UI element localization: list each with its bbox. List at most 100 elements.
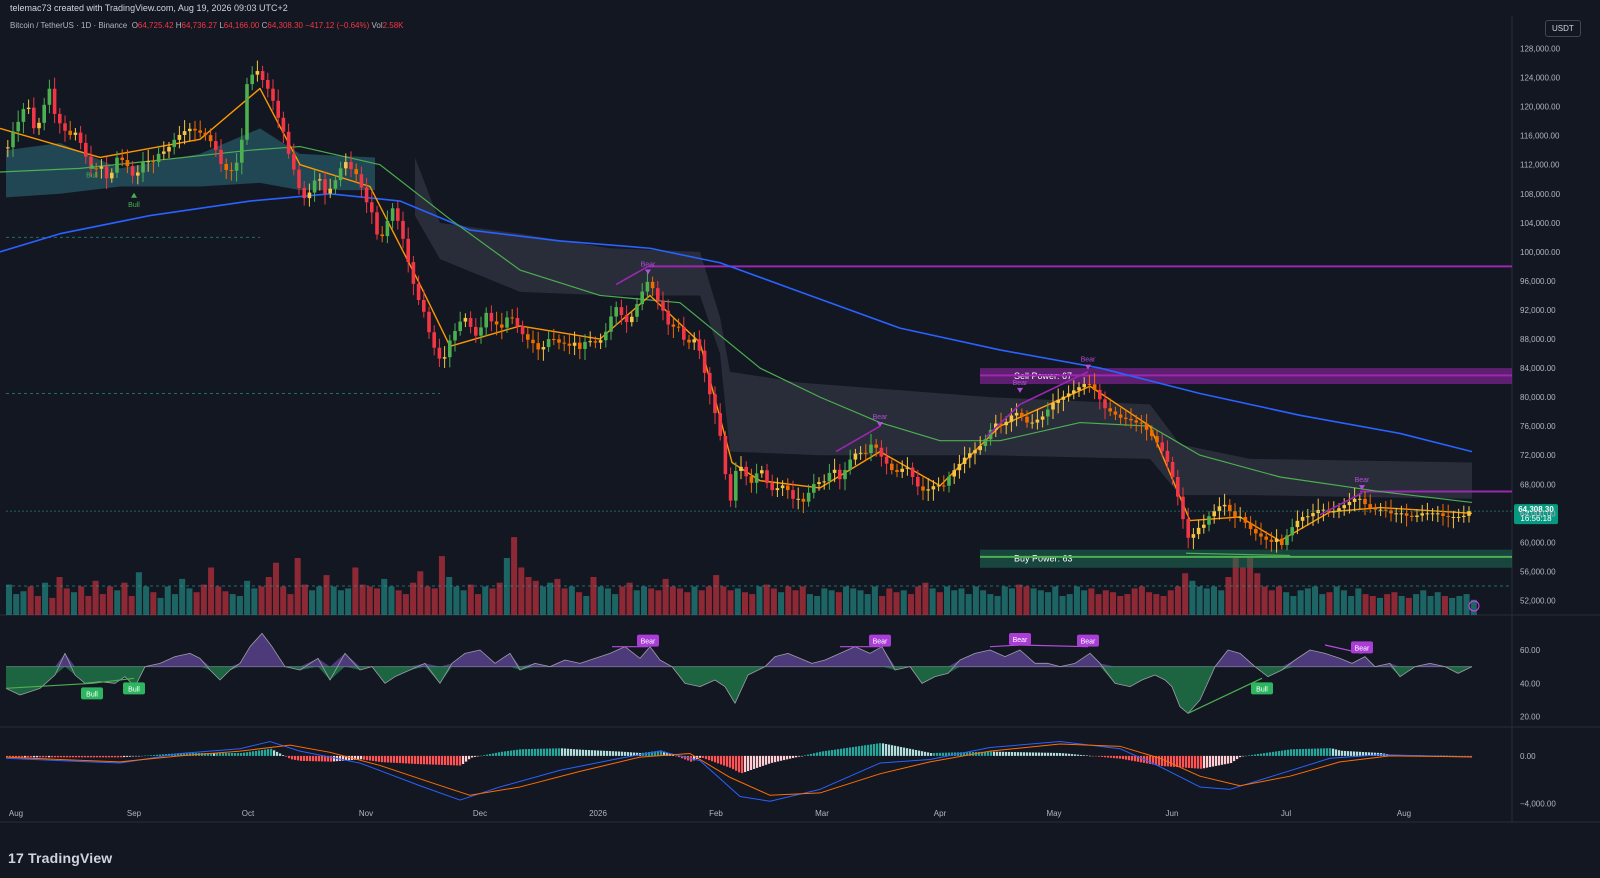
candle-body	[988, 429, 993, 440]
macd-histogram-bar	[810, 753, 813, 756]
volume-bar	[547, 582, 554, 615]
macd-histogram-bar	[216, 753, 219, 756]
volume-bar	[691, 586, 698, 615]
candle-body	[344, 162, 348, 169]
candle-body	[1358, 498, 1362, 500]
macd-histogram-bar	[981, 751, 984, 756]
candle-body	[390, 208, 395, 221]
volume-bar	[951, 590, 958, 615]
rsi-bull-divergence	[5, 682, 93, 689]
candle-body	[656, 288, 660, 301]
price-tick-label: 96,000.00	[1520, 277, 1556, 286]
volume-bar	[272, 562, 279, 615]
volume-bar	[431, 588, 438, 615]
macd-histogram-bar	[681, 755, 684, 759]
macd-histogram-bar	[1305, 748, 1308, 756]
macd-histogram-bar	[651, 751, 654, 756]
candle-body	[749, 476, 754, 483]
macd-histogram-bar	[384, 755, 387, 763]
macd-histogram-bar	[1455, 755, 1458, 757]
volume-bar	[886, 588, 893, 615]
macd-histogram-bar	[567, 748, 570, 756]
candle-body	[1378, 509, 1383, 511]
macd-histogram-bar	[363, 755, 366, 760]
macd-histogram-bar	[825, 750, 828, 756]
macd-histogram-bar	[1464, 755, 1467, 757]
candle-body	[21, 109, 26, 122]
candle-body	[1098, 389, 1102, 400]
candle-body	[162, 151, 166, 154]
candle-body	[1103, 399, 1107, 409]
macd-histogram-bar	[360, 755, 363, 760]
macd-histogram-bar	[516, 749, 519, 756]
candle-body	[546, 339, 551, 348]
macd-histogram-bar	[342, 755, 345, 761]
macd-histogram-bar	[984, 751, 987, 756]
bear-signal-badge	[1009, 633, 1031, 645]
candle-body	[1066, 393, 1071, 397]
volume-bar	[301, 584, 308, 615]
candle-layer	[6, 60, 1471, 553]
candle-body	[650, 281, 655, 289]
candle-body	[973, 450, 977, 454]
price-tick-label: 92,000.00	[1520, 306, 1556, 315]
candle-body	[1113, 411, 1118, 415]
candle-body	[1425, 513, 1430, 515]
candle-body	[292, 153, 296, 170]
volume-bar	[1182, 573, 1189, 615]
candle-body	[796, 498, 800, 500]
candle-body	[1420, 513, 1424, 516]
macd-histogram-bar	[675, 755, 678, 757]
candle-body	[812, 484, 816, 493]
volume-bar	[503, 558, 510, 615]
candle-body	[520, 325, 525, 335]
volume-bar	[576, 592, 583, 615]
tradingview-logo[interactable]: 17 TradingView	[8, 850, 112, 866]
volume-bar	[518, 567, 525, 615]
bear-signal-badge	[637, 634, 659, 647]
currency-button[interactable]: USDT	[1545, 20, 1581, 37]
volume-bar	[359, 584, 366, 615]
volume-bar	[633, 590, 640, 615]
volume-bar	[1247, 558, 1254, 615]
candle-body	[1311, 513, 1315, 517]
volume-bar	[258, 586, 265, 615]
candle-body	[526, 334, 530, 340]
macd-histogram-bar	[999, 751, 1002, 756]
bear-signal-label: Bear	[873, 414, 888, 421]
macd-histogram-bar	[609, 751, 612, 756]
candle-body	[1087, 384, 1092, 386]
volume-bar	[1261, 586, 1268, 615]
candle-body	[208, 135, 213, 142]
volume-bar	[554, 578, 561, 615]
rsi-overbought-fill	[6, 633, 1472, 667]
volume-bar	[727, 590, 734, 615]
candle-body	[442, 357, 447, 359]
candle-body	[89, 156, 93, 169]
candle-body	[531, 339, 535, 344]
macd-histogram-bar	[285, 755, 288, 757]
candle-body	[396, 208, 400, 221]
candle-body	[1254, 529, 1258, 534]
macd-histogram-bar	[42, 755, 45, 758]
macd-histogram-bar	[375, 755, 378, 762]
macd-histogram-bar	[1068, 753, 1071, 756]
candle-body	[770, 483, 774, 491]
volume-bar	[1117, 596, 1124, 615]
volume-bar	[619, 586, 626, 615]
volume-bar	[958, 588, 965, 615]
candle-body	[401, 220, 405, 239]
symbol-name[interactable]: Bitcoin / TetherUS · 1D · Binance	[10, 21, 128, 30]
candle-body	[380, 234, 384, 237]
candle-body	[1150, 429, 1154, 437]
last-price-value: 64,308.30	[1518, 505, 1554, 514]
candle-body	[16, 121, 20, 132]
macd-histogram-bar	[882, 743, 885, 756]
macd-histogram-bar	[240, 753, 243, 756]
macd-histogram-bar	[1461, 755, 1464, 757]
candle-body	[1238, 516, 1242, 518]
bear-signal-text: Bear	[1081, 639, 1096, 646]
macd-histogram-bar	[1092, 755, 1095, 757]
